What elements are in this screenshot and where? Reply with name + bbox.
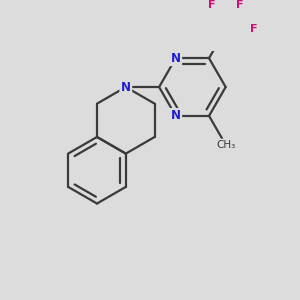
Text: N: N xyxy=(171,52,181,65)
Text: F: F xyxy=(236,0,244,10)
Text: N: N xyxy=(121,80,131,94)
Text: N: N xyxy=(171,110,181,122)
Text: CH₃: CH₃ xyxy=(216,140,235,150)
Text: F: F xyxy=(250,24,258,34)
Text: F: F xyxy=(208,0,215,10)
